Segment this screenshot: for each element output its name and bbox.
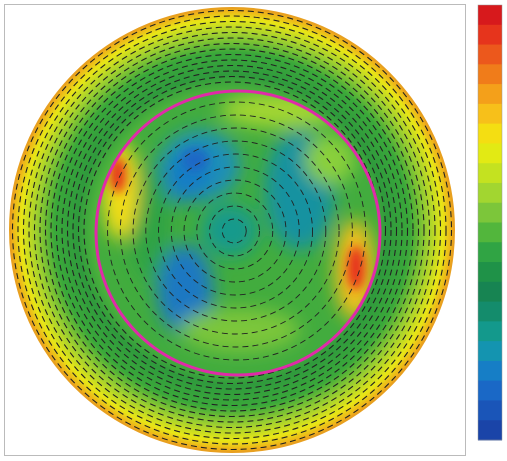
colorbar-segment [478, 44, 502, 65]
colorbar-segment [478, 163, 502, 184]
contour [44, 42, 420, 418]
contour [107, 101, 367, 361]
contour [145, 140, 327, 322]
colorbar-segment [478, 321, 502, 342]
contour [11, 9, 453, 451]
colorbar-segment [478, 262, 502, 283]
colorbar-segment [478, 420, 502, 441]
colorbar-segment [478, 182, 502, 204]
colorbar-segment [478, 64, 502, 85]
colorbar-segment [478, 222, 502, 243]
colorbar-segment [478, 301, 502, 322]
contour [119, 114, 353, 348]
colorbar [477, 4, 503, 441]
boundary-circle [94, 89, 382, 377]
contour [66, 64, 398, 396]
colorbar-segment [478, 84, 502, 105]
contour [17, 15, 447, 445]
contour [158, 153, 313, 309]
contour [170, 166, 300, 296]
contour [209, 205, 260, 257]
contour [39, 37, 425, 423]
colorbar-segment [478, 400, 502, 421]
colorbar-segment [478, 123, 502, 144]
contour [132, 127, 340, 335]
contour [77, 75, 387, 385]
contour [221, 218, 247, 244]
colorbar-segment [478, 103, 502, 125]
colorbar-segment [478, 242, 502, 263]
colorbar-segment [478, 143, 502, 164]
contour [61, 59, 403, 401]
contour [33, 31, 431, 429]
colorbar-segment [478, 24, 502, 46]
contour [28, 26, 436, 434]
contour [196, 192, 274, 270]
contour [22, 20, 442, 440]
colorbar-segment [478, 360, 502, 382]
colorbar-segment [478, 281, 502, 303]
contour [183, 179, 287, 283]
colorbar-frame [477, 4, 503, 441]
colorbar-segment [478, 5, 502, 26]
contour [55, 53, 409, 407]
contour [72, 70, 392, 390]
colorbar-segment [478, 380, 502, 401]
colorbar-segment [478, 202, 502, 223]
disc-outline [9, 7, 455, 453]
contours [11, 9, 453, 451]
contour [50, 48, 414, 412]
colorbar-segment [478, 341, 502, 362]
